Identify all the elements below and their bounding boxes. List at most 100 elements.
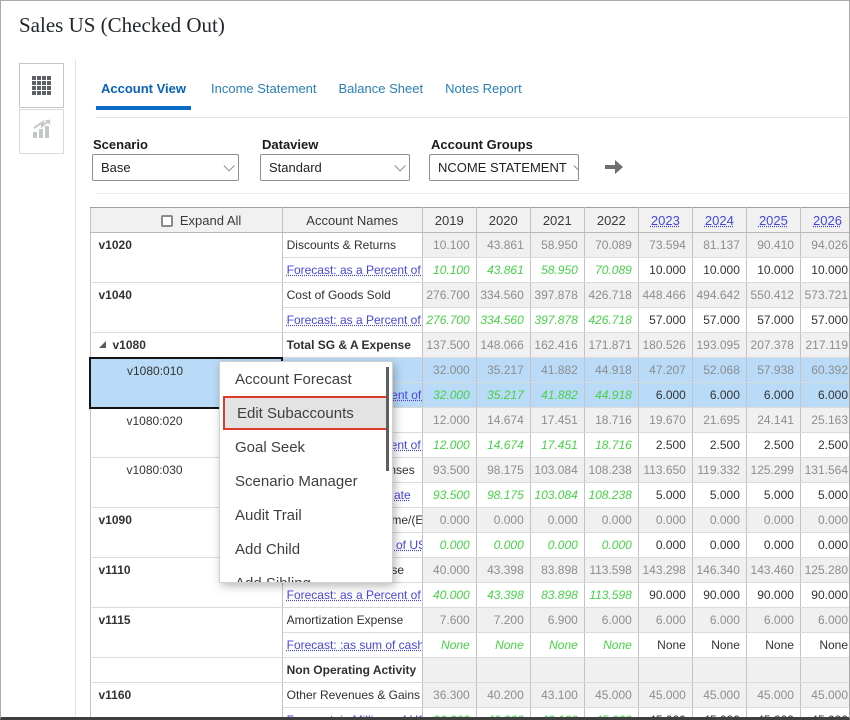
- account-groups-select[interactable]: NCOME STATEMENT: [429, 154, 579, 181]
- value-cell[interactable]: 43.100: [529, 682, 585, 708]
- value-cell[interactable]: 6.000: [637, 382, 693, 408]
- value-cell[interactable]: 6.000: [691, 607, 747, 633]
- value-cell[interactable]: 0.000: [475, 507, 531, 533]
- dataview-select[interactable]: Standard: [260, 154, 410, 181]
- value-cell[interactable]: 36.300: [421, 682, 477, 708]
- value-cell[interactable]: 448.466: [637, 282, 693, 308]
- value-cell[interactable]: 171.871: [583, 332, 639, 358]
- value-cell[interactable]: 45.000: [799, 682, 849, 708]
- menu-item-scenario-manager[interactable]: Scenario Manager: [235, 472, 358, 490]
- value-cell[interactable]: 119.332: [691, 457, 747, 483]
- value-cell[interactable]: 47.207: [637, 357, 693, 383]
- value-cell[interactable]: 2.500: [745, 432, 801, 458]
- value-cell[interactable]: 90.410: [745, 232, 801, 258]
- value-cell[interactable]: 6.000: [637, 607, 693, 633]
- value-cell[interactable]: None: [475, 632, 531, 658]
- value-cell[interactable]: 19.670: [637, 407, 693, 433]
- value-cell[interactable]: 6.000: [691, 382, 747, 408]
- value-cell[interactable]: 6.900: [529, 607, 585, 633]
- value-cell[interactable]: 17.451: [529, 432, 585, 458]
- value-cell[interactable]: 41.882: [529, 357, 585, 383]
- value-cell[interactable]: 0.000: [691, 507, 747, 533]
- value-cell[interactable]: 10.100: [421, 257, 477, 283]
- value-cell[interactable]: 60.392: [799, 357, 849, 383]
- value-cell[interactable]: 2.500: [799, 432, 849, 458]
- value-cell[interactable]: 10.000: [745, 257, 801, 283]
- value-cell[interactable]: 113.598: [583, 582, 639, 608]
- value-cell[interactable]: 2.500: [691, 432, 747, 458]
- value-cell[interactable]: 125.280: [799, 557, 849, 583]
- value-cell[interactable]: 0.000: [529, 507, 585, 533]
- value-cell[interactable]: 162.416: [529, 332, 585, 358]
- value-cell[interactable]: 25.163: [799, 407, 849, 433]
- value-cell[interactable]: 2.500: [637, 432, 693, 458]
- value-cell[interactable]: 45.000: [583, 707, 639, 717]
- menu-item-account-forecast[interactable]: Account Forecast: [235, 370, 352, 388]
- value-cell[interactable]: 334.560: [475, 282, 531, 308]
- value-cell[interactable]: 12.000: [421, 432, 477, 458]
- value-cell[interactable]: 6.000: [745, 382, 801, 408]
- value-cell[interactable]: None: [799, 632, 849, 658]
- scenario-select[interactable]: Base: [92, 154, 239, 181]
- value-cell[interactable]: 6.000: [583, 607, 639, 633]
- value-cell[interactable]: None: [637, 632, 693, 658]
- value-cell[interactable]: 6.000: [799, 382, 849, 408]
- value-cell[interactable]: 21.695: [691, 407, 747, 433]
- value-cell[interactable]: None: [691, 632, 747, 658]
- forecast-method-link[interactable]: Forecast: as a Percent of S: [286, 313, 423, 327]
- value-cell[interactable]: 0.000: [475, 532, 531, 558]
- value-cell[interactable]: 40.200: [475, 707, 531, 717]
- tab-account-view[interactable]: Account View: [96, 81, 192, 110]
- value-cell[interactable]: 103.084: [529, 457, 585, 483]
- value-cell[interactable]: 0.000: [799, 507, 849, 533]
- value-cell[interactable]: 137.500: [421, 332, 477, 358]
- year-column-link-2023[interactable]: 2023: [650, 212, 680, 228]
- value-cell[interactable]: 45.000: [745, 682, 801, 708]
- value-cell[interactable]: 397.878: [529, 282, 585, 308]
- value-cell[interactable]: 45.000: [799, 707, 849, 717]
- value-cell[interactable]: 0.000: [529, 532, 585, 558]
- value-cell[interactable]: 125.299: [745, 457, 801, 483]
- value-cell[interactable]: 45.000: [637, 707, 693, 717]
- value-cell[interactable]: 98.175: [475, 457, 531, 483]
- value-cell[interactable]: 43.398: [475, 582, 531, 608]
- value-cell[interactable]: 40.200: [475, 682, 531, 708]
- value-cell[interactable]: 90.000: [637, 582, 693, 608]
- value-cell[interactable]: 217.119: [799, 332, 849, 358]
- menu-item-add-sibling[interactable]: Add Sibling: [235, 574, 311, 583]
- value-cell[interactable]: 57.000: [745, 307, 801, 333]
- value-cell[interactable]: 17.451: [529, 407, 585, 433]
- value-cell[interactable]: 32.000: [421, 357, 477, 383]
- value-cell[interactable]: 276.700: [421, 307, 477, 333]
- tab-notes-report[interactable]: Notes Report: [445, 81, 522, 96]
- value-cell[interactable]: 83.898: [529, 557, 585, 583]
- value-cell[interactable]: 0.000: [421, 532, 477, 558]
- value-cell[interactable]: 550.412: [745, 282, 801, 308]
- value-cell[interactable]: 83.898: [529, 582, 585, 608]
- value-cell[interactable]: 0.000: [583, 507, 639, 533]
- value-cell[interactable]: 32.000: [421, 382, 477, 408]
- value-cell[interactable]: 43.100: [529, 707, 585, 717]
- value-cell[interactable]: 6.000: [799, 607, 849, 633]
- value-cell[interactable]: 40.000: [421, 582, 477, 608]
- value-cell[interactable]: 103.084: [529, 482, 585, 508]
- tab-balance-sheet[interactable]: Balance Sheet: [338, 81, 424, 96]
- value-cell[interactable]: 397.878: [529, 307, 585, 333]
- value-cell[interactable]: 10.000: [691, 257, 747, 283]
- value-cell[interactable]: 14.674: [475, 432, 531, 458]
- value-cell[interactable]: 45.000: [745, 707, 801, 717]
- year-column-link-2026[interactable]: 2026: [813, 212, 842, 228]
- row-id-cell-v1040[interactable]: v1040: [89, 282, 283, 333]
- value-cell[interactable]: 0.000: [691, 532, 747, 558]
- value-cell[interactable]: 108.238: [583, 457, 639, 483]
- value-cell[interactable]: 43.861: [475, 232, 531, 258]
- expand-triangle-icon[interactable]: [98, 338, 107, 352]
- value-cell[interactable]: 0.000: [799, 532, 849, 558]
- value-cell[interactable]: 113.598: [583, 557, 639, 583]
- value-cell[interactable]: 18.716: [583, 407, 639, 433]
- value-cell[interactable]: 90.000: [745, 582, 801, 608]
- value-cell[interactable]: 143.460: [745, 557, 801, 583]
- forecast-method-link[interactable]: Forecast: in Millions of US: [287, 713, 422, 717]
- expand-all-checkbox[interactable]: [160, 214, 173, 227]
- value-cell[interactable]: 81.137: [691, 232, 747, 258]
